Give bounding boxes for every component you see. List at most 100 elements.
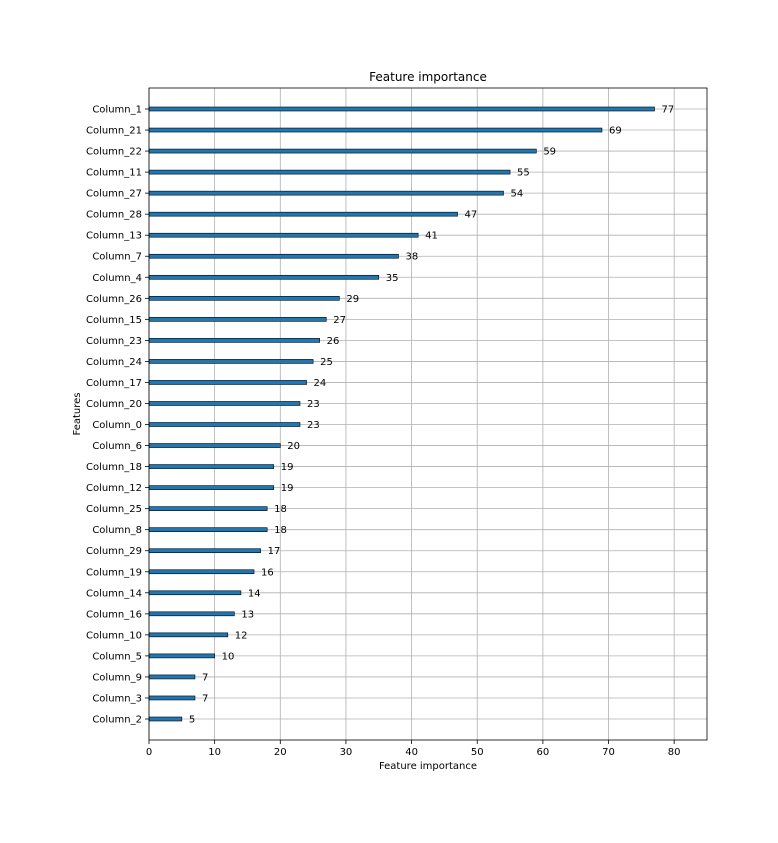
bar [148, 506, 268, 511]
bar [148, 695, 196, 701]
bar [148, 359, 314, 364]
bar-value-label: 69 [609, 126, 622, 137]
bar [148, 401, 301, 406]
bar-value-label: 10 [222, 651, 235, 662]
bar-value-label: 29 [346, 294, 359, 305]
y-tick-label: Column_3 [92, 693, 142, 704]
y-tick-label: Column_21 [86, 126, 142, 137]
bar [148, 232, 419, 238]
y-tick-label: Column_28 [86, 210, 142, 221]
bar-value-label: 24 [314, 378, 327, 389]
bar [148, 317, 327, 322]
bar-value-label: 19 [281, 483, 294, 494]
bar-value-label: 20 [287, 441, 300, 452]
y-tick-label: Column_0 [92, 420, 142, 431]
bar-value-label: 77 [661, 105, 674, 116]
y-tick-label: Column_4 [92, 273, 142, 284]
bar [148, 169, 511, 175]
bar [148, 296, 340, 301]
y-tick-label: Column_9 [92, 672, 142, 683]
bar [148, 274, 380, 280]
y-axis-label: Features [72, 393, 83, 436]
bar [148, 127, 603, 133]
y-tick-label: Column_26 [86, 294, 142, 305]
y-tick-label: Column_27 [86, 189, 142, 200]
y-tick-label: Column_13 [86, 231, 142, 242]
bar [148, 548, 261, 554]
bar-value-label: 55 [517, 168, 530, 179]
bar-value-label: 27 [333, 315, 346, 326]
y-tick-label: Column_6 [92, 441, 142, 452]
bar-value-label: 13 [241, 609, 254, 620]
y-tick-label: Column_22 [86, 147, 142, 158]
bar [148, 527, 268, 532]
grid-lines [148, 88, 707, 740]
x-tick-label: 80 [668, 747, 681, 758]
x-tick-label: 30 [340, 747, 353, 758]
y-tick-label: Column_10 [86, 630, 142, 641]
y-tick-label: Column_25 [86, 504, 142, 515]
chart-title: Feature importance [369, 70, 487, 84]
bar-value-label: 23 [307, 399, 320, 410]
y-tick-label: Column_2 [92, 715, 142, 726]
y-tick-label: Column_15 [86, 315, 142, 326]
x-tick-label: 50 [471, 747, 484, 758]
bar-value-label: 17 [268, 546, 281, 557]
x-axis-label: Feature importance [379, 761, 477, 772]
data-labels: 7769595554474138352927262524232320191918… [189, 105, 674, 726]
y-tick-label: Column_19 [86, 567, 142, 578]
bar [148, 716, 183, 722]
bar-value-label: 7 [202, 672, 208, 683]
bar-value-label: 18 [274, 504, 287, 515]
bar [148, 422, 301, 427]
x-axis-ticks: 0 10 20 30 40 50 60 70 80 [146, 740, 681, 758]
x-tick-label: 60 [537, 747, 550, 758]
y-axis-ticks: Column_1 Column_21 Column_22 Column_11 Colum… [86, 105, 149, 726]
y-tick-label: Column_7 [92, 252, 142, 263]
y-tick-label: Column_8 [92, 525, 142, 536]
bar-value-label: 23 [307, 420, 320, 431]
x-tick-label: 70 [602, 747, 615, 758]
y-tick-label: Column_5 [92, 651, 142, 662]
bar-value-label: 47 [465, 210, 478, 221]
bar-value-label: 7 [202, 693, 208, 704]
bar-value-label: 38 [405, 252, 418, 263]
bar-value-label: 19 [281, 462, 294, 473]
bar-value-label: 14 [248, 588, 261, 599]
y-tick-label: Column_18 [86, 462, 142, 473]
bar [148, 253, 399, 259]
y-tick-label: Column_12 [86, 483, 142, 494]
bar [148, 106, 655, 112]
y-tick-label: Column_1 [92, 105, 142, 116]
bar [148, 464, 275, 469]
bar-value-label: 16 [261, 567, 274, 578]
bar [148, 211, 458, 217]
bar-value-label: 35 [386, 273, 399, 284]
bar [148, 590, 242, 596]
bars [148, 106, 655, 722]
bar-value-label: 12 [235, 630, 248, 641]
bar [148, 148, 537, 154]
bar [148, 611, 235, 617]
bar [148, 443, 281, 448]
plot-frame [148, 87, 708, 741]
y-tick-label: Column_29 [86, 546, 142, 557]
y-tick-label: Column_17 [86, 378, 142, 389]
bar-value-label: 25 [320, 357, 333, 368]
x-tick-label: 0 [146, 747, 152, 758]
y-tick-label: Column_14 [86, 588, 142, 599]
bar-value-label: 5 [189, 715, 195, 726]
bar [148, 653, 215, 659]
x-tick-label: 20 [274, 747, 287, 758]
y-tick-label: Column_24 [86, 357, 142, 368]
bar [148, 380, 307, 385]
bar-value-label: 54 [510, 189, 523, 200]
y-tick-label: Column_23 [86, 336, 142, 347]
bar-value-label: 18 [274, 525, 287, 536]
bar [148, 569, 255, 575]
bar [148, 190, 504, 196]
bar [148, 674, 196, 680]
y-tick-label: Column_20 [86, 399, 142, 410]
bar-value-label: 59 [543, 147, 556, 158]
